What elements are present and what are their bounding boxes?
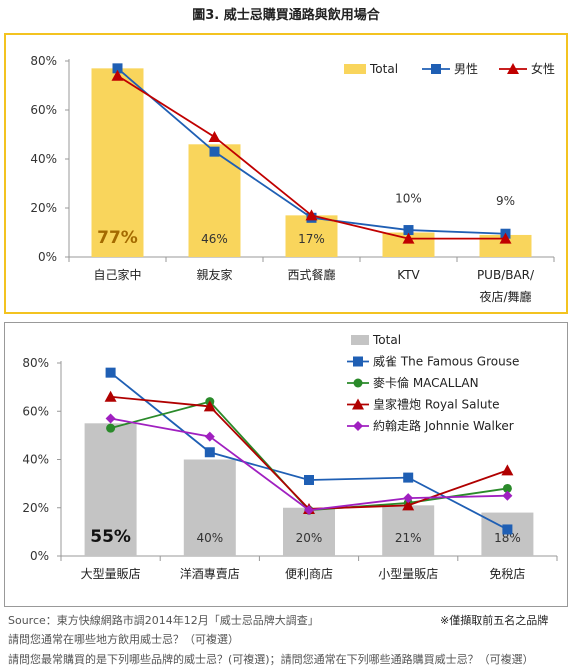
y-tick-label: 60% bbox=[22, 404, 49, 418]
legend-marker bbox=[353, 356, 363, 367]
series-point bbox=[203, 400, 216, 412]
series-point bbox=[502, 524, 513, 535]
series-point bbox=[105, 367, 116, 378]
bar-total bbox=[283, 507, 335, 556]
y-tick-label: 40% bbox=[22, 453, 49, 467]
series-point bbox=[403, 225, 414, 236]
legend-label: 威雀 The Famous Grouse bbox=[373, 355, 519, 369]
bar-data-label: 9% bbox=[496, 194, 515, 208]
figure-title: 圖3. 威士忌購買通路與飲用場合 bbox=[192, 8, 380, 23]
bar-data-label: 40% bbox=[196, 531, 223, 545]
y-tick-label: 0% bbox=[38, 250, 57, 264]
y-tick-label: 20% bbox=[30, 201, 57, 215]
x-category-label: 便利商店 bbox=[285, 566, 333, 581]
drinking-places-chart: 0% 20% 40% 60% 80% 自己家中 親友家 西式餐廳 KTV PUB/BAR/夜店/舞… bbox=[30, 54, 555, 304]
legend-label: 麥卡倫 MACALLAN bbox=[373, 376, 479, 390]
bar-total bbox=[479, 234, 532, 257]
y-tick-label: 20% bbox=[22, 501, 49, 515]
bar-data-label: 18% bbox=[494, 531, 521, 545]
legend-label: Total bbox=[369, 62, 398, 76]
series-point bbox=[502, 483, 512, 493]
purchase-channels-chart: 0% 20% 40% 60% 80% 大型量販店 洋酒專賣店 便利商店 小型量販店 免稅店 55% 4… bbox=[22, 333, 558, 581]
x-category-label: 夜店/舞廳 bbox=[479, 289, 531, 304]
series-point bbox=[111, 69, 124, 81]
legend-label: 約翰走路 Johnnie Walker bbox=[373, 418, 514, 433]
series-point bbox=[204, 431, 215, 442]
series-point bbox=[304, 475, 314, 486]
chart-panel-drinking-places: 0% 20% 40% 60% 80% 自己家中 親友家 西式餐廳 KTV PUB/BAR/夜店/舞… bbox=[4, 33, 568, 314]
x-category-label: 大型量販店 bbox=[81, 567, 141, 581]
legend-marker bbox=[353, 378, 363, 388]
footer-question-2: 請問您最常購買的是下列哪些品牌的威士忌？(可複選)；請問您通常在下列哪些通路購買… bbox=[8, 653, 534, 666]
series-point bbox=[209, 146, 220, 157]
x-category-label: 洋酒專賣店 bbox=[180, 566, 240, 581]
series-point bbox=[208, 130, 221, 142]
bar-data-label: 17% bbox=[298, 232, 325, 246]
series-point bbox=[204, 447, 215, 458]
chart-panel-purchase-channels: 0% 20% 40% 60% 80% 大型量販店 洋酒專賣店 便利商店 小型量販店 免稅店 55% 4… bbox=[4, 322, 568, 607]
legend-marker bbox=[353, 421, 363, 431]
legend-marker bbox=[352, 398, 364, 410]
legend-label: 男性 bbox=[454, 62, 478, 76]
series-line bbox=[116, 67, 506, 235]
series-point bbox=[402, 499, 415, 511]
series-point bbox=[502, 490, 513, 501]
x-category-label: 自己家中 bbox=[93, 267, 141, 282]
bar-data-label: 21% bbox=[395, 531, 422, 545]
x-category-label: 親友家 bbox=[196, 267, 232, 282]
x-category-label: PUB/BAR/ bbox=[477, 268, 535, 282]
series-point bbox=[104, 390, 117, 402]
bar-data-label: 46% bbox=[201, 232, 228, 246]
y-tick-label: 60% bbox=[30, 103, 57, 117]
legend-label: Total bbox=[372, 333, 401, 347]
series-point bbox=[403, 472, 414, 483]
legend-swatch bbox=[344, 64, 366, 74]
x-category-label: 免稅店 bbox=[489, 566, 525, 581]
series-line bbox=[110, 400, 508, 512]
y-tick-label: 80% bbox=[22, 356, 49, 370]
footer-note: ※僅擷取前五名之品牌 bbox=[440, 614, 549, 627]
x-category-label: 小型量販店 bbox=[378, 567, 438, 581]
bar-total bbox=[183, 459, 236, 556]
y-tick-label: 0% bbox=[30, 549, 49, 563]
legend-marker bbox=[507, 63, 519, 74]
y-tick-label: 40% bbox=[30, 152, 57, 166]
series-point bbox=[499, 232, 512, 244]
legend-label: 女性 bbox=[531, 61, 555, 76]
series-point bbox=[304, 505, 314, 516]
series-point bbox=[501, 464, 514, 476]
bar-data-label: 55% bbox=[90, 527, 131, 547]
bar-data-label: 10% bbox=[395, 192, 422, 206]
bar-data-label: 20% bbox=[296, 531, 323, 545]
footer-source: Source：東方快線網路市調2014年12月「威士忌品牌大調查」 bbox=[8, 614, 319, 627]
legend-label: 皇家禮炮 Royal Salute bbox=[373, 397, 500, 412]
x-category-label: KTV bbox=[397, 268, 420, 282]
series-point bbox=[112, 63, 123, 74]
series-line bbox=[110, 395, 508, 510]
footer-question-1: 請問您通常在哪些地方飲用威士忌？（可複選） bbox=[8, 633, 239, 646]
x-category-label: 西式餐廳 bbox=[287, 267, 335, 282]
series-point bbox=[403, 493, 414, 504]
bar-total bbox=[84, 423, 137, 556]
series-point bbox=[105, 413, 116, 424]
legend-marker bbox=[431, 64, 441, 74]
y-tick-label: 80% bbox=[30, 54, 57, 68]
bar-data-label: 77% bbox=[97, 228, 138, 248]
series-point bbox=[402, 232, 415, 244]
legend-swatch bbox=[351, 335, 369, 345]
series-point bbox=[305, 209, 318, 221]
bar-total bbox=[91, 68, 144, 257]
bar-total bbox=[382, 505, 435, 556]
series-point bbox=[106, 423, 116, 433]
